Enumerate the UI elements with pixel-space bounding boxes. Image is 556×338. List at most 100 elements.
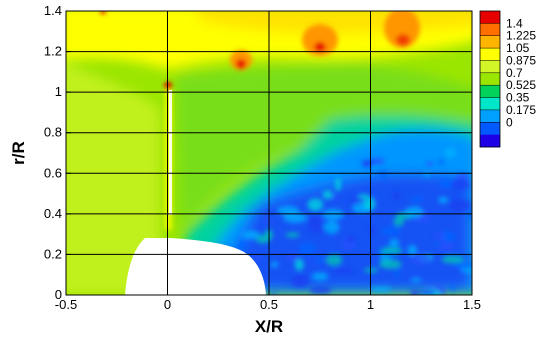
legend-swatch [480, 85, 500, 98]
turbulence-patch [376, 249, 383, 255]
y-tick-label: 0.2 [44, 246, 62, 261]
legend-frame [479, 10, 501, 148]
legend-label: 0 [506, 115, 513, 129]
turbulence-patch [444, 147, 457, 158]
legend-swatch [480, 60, 500, 74]
y-axis-ticks: 0 0.2 0.4 0.6 0.8 1 1.2 1.4 [44, 3, 71, 302]
turbulence-patch [410, 253, 432, 265]
turbulence-patch [284, 253, 299, 261]
legend-swatch [480, 72, 500, 86]
turbulence-patch [393, 216, 404, 227]
y-tick-label: 0 [55, 287, 62, 302]
y-tick-label: 1.4 [44, 3, 62, 18]
turbulence-patch [349, 197, 367, 203]
turbulence-patch [379, 259, 402, 269]
turbulence-patch [448, 199, 472, 212]
nacelle-body [125, 238, 266, 295]
turbulence-patch [309, 286, 332, 295]
turbulence-patch [407, 244, 418, 257]
wake-dark-blue-zone [230, 173, 470, 290]
turbulence-patch [438, 196, 449, 204]
legend-label: 0.7 [506, 66, 523, 80]
x-tick-label: 1.5 [463, 297, 481, 312]
turbulence-patch [441, 255, 465, 264]
turbulence-patch [442, 230, 456, 244]
turbulence-patch [404, 206, 424, 218]
legend-label: 0.175 [506, 103, 536, 117]
legend-swatch [480, 134, 500, 148]
wake-turbulence-patches [188, 147, 472, 295]
turbulence-patch [298, 241, 317, 256]
y-tick-label: 0.6 [44, 165, 62, 180]
y-tick-label: 1.2 [44, 44, 62, 59]
legend-swatch [480, 97, 500, 111]
tip-vortex-2 [302, 24, 338, 56]
turbulence-patch [290, 275, 310, 288]
turbulence-patch [255, 234, 270, 244]
top-left-red-spot [100, 11, 106, 14]
legend-label: 1.225 [506, 29, 536, 43]
turbulence-patch [332, 267, 354, 274]
turbulence-patch [440, 177, 450, 189]
turbulence-patch [364, 197, 376, 211]
y-tick-label: 0.4 [44, 206, 62, 221]
turbulence-patch [332, 195, 339, 201]
legend-swatch [480, 23, 500, 37]
turbulence-patch [325, 254, 343, 266]
x-tick-label: 1 [367, 297, 374, 312]
turbulence-patch [277, 205, 300, 216]
turbulence-patch [465, 209, 472, 220]
turbulence-patch [322, 190, 333, 200]
turbulence-patch [323, 220, 340, 234]
x-tick-label: 0.5 [260, 297, 278, 312]
legend-label: 0.875 [506, 53, 536, 67]
turbulence-patch [294, 258, 304, 271]
mid-green-zone [175, 65, 472, 230]
y-tick-label: 1 [55, 84, 62, 99]
turbulence-patch [434, 242, 441, 247]
turbulence-patch [242, 230, 261, 240]
blade-slot [169, 90, 172, 215]
turbulence-patch [449, 284, 456, 292]
turbulence-patch [410, 196, 424, 203]
grid-lines [66, 11, 472, 295]
turbulence-patch [237, 239, 248, 251]
turbulence-patch [370, 286, 392, 293]
legend-label: 0.525 [506, 78, 536, 92]
tip-vortex-2-core [314, 42, 326, 52]
tip-vortex-1-core [236, 59, 246, 69]
turbulence-patch [311, 272, 329, 281]
legend-label: 1.05 [506, 41, 530, 55]
turbulence-patch [425, 161, 434, 166]
x-tick-label: 0 [164, 297, 171, 312]
y-axis-title: r/R [9, 141, 28, 165]
turbulence-patch [453, 262, 472, 269]
tip-vortex-3 [384, 11, 420, 48]
turbulence-patch [308, 215, 322, 229]
turbulence-patch [270, 292, 277, 295]
turbulence-patch [307, 198, 324, 212]
x-axis-ticks: -0.5 0 0.5 1 1.5 [55, 290, 481, 312]
turbulence-patch [394, 268, 401, 279]
x-axis-title: X/R [255, 317, 283, 336]
turbulence-patch [379, 247, 403, 254]
turbulence-patch [380, 226, 401, 236]
turbulence-patch [378, 169, 388, 179]
turbulence-patch [416, 289, 436, 295]
turbulence-patch [315, 255, 323, 264]
turbulence-patch [347, 235, 356, 242]
turbulence-patch [322, 208, 344, 220]
tip-vortex-3-core [396, 34, 410, 46]
turbulence-patch [450, 179, 470, 190]
turbulence-patch [253, 254, 262, 262]
turbulence-patch [393, 191, 400, 201]
x-tick-label: -0.5 [55, 297, 77, 312]
legend-swatch [480, 122, 500, 135]
turbulence-patch [388, 238, 400, 247]
legend-label: 0.35 [506, 91, 530, 105]
legend-swatch [480, 48, 500, 61]
y-tick-label: 0.8 [44, 125, 62, 140]
legend-label: 1.4 [506, 16, 523, 30]
